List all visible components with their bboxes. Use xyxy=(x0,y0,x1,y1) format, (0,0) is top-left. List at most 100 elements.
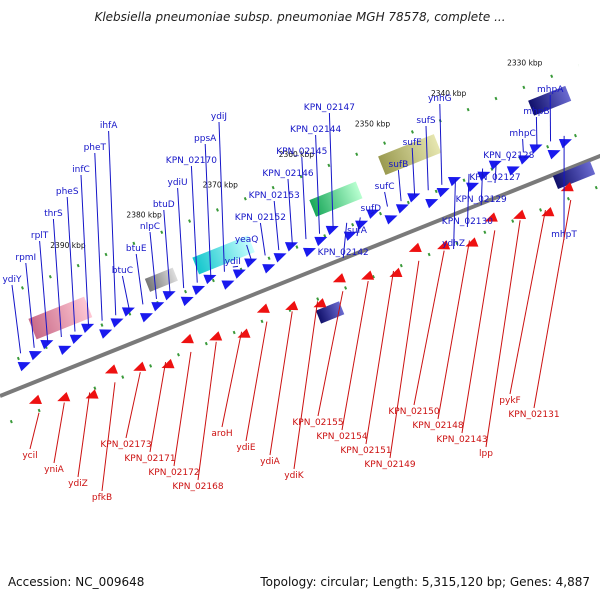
forward-gene-label[interactable]: ydhZ xyxy=(442,239,465,249)
forward-gene-arrow[interactable] xyxy=(477,167,492,181)
forward-gene-label[interactable]: rplT xyxy=(31,231,49,241)
forward-gene-arrow[interactable] xyxy=(302,243,318,258)
forward-gene-arrow[interactable] xyxy=(466,178,481,192)
forward-gene-arrow[interactable] xyxy=(343,227,359,241)
forward-gene-label[interactable]: KPN_02153 xyxy=(249,191,300,201)
reverse-gene-label[interactable]: yniA xyxy=(44,465,65,475)
reverse-gene-arrow[interactable] xyxy=(236,328,251,343)
reverse-gene-arrow[interactable] xyxy=(511,209,527,224)
forward-gene-arrow[interactable] xyxy=(314,232,329,247)
reverse-gene-arrow[interactable] xyxy=(131,361,147,376)
forward-gene-label[interactable]: infC xyxy=(72,165,90,175)
reverse-gene-arrow[interactable] xyxy=(464,237,479,251)
reverse-gene-label[interactable]: KPN_02172 xyxy=(148,468,199,478)
reverse-gene-label[interactable]: KPN_02150 xyxy=(388,407,439,417)
forward-gene-arrow[interactable] xyxy=(162,287,178,301)
reverse-gene-arrow[interactable] xyxy=(207,331,223,345)
reverse-gene-arrow[interactable] xyxy=(255,303,270,318)
forward-gene-label[interactable]: sufE xyxy=(403,138,423,148)
reverse-gene-arrow[interactable] xyxy=(179,333,194,348)
forward-gene-label[interactable]: pheS xyxy=(56,187,79,197)
reverse-gene-label[interactable]: KPN_02151 xyxy=(340,446,391,456)
forward-gene-label[interactable]: KPN_02152 xyxy=(235,213,286,223)
reverse-gene-arrow[interactable] xyxy=(55,391,71,406)
forward-gene-label[interactable]: KPN_02130 xyxy=(442,217,493,227)
forward-gene-arrow[interactable] xyxy=(121,303,137,317)
forward-gene-arrow[interactable] xyxy=(436,184,452,198)
forward-gene-arrow[interactable] xyxy=(40,336,55,350)
forward-gene-arrow[interactable] xyxy=(325,221,341,236)
forward-gene-label[interactable]: ydiJ xyxy=(211,112,227,122)
forward-gene-label[interactable]: pheT xyxy=(84,143,107,153)
forward-gene-label[interactable]: btuD xyxy=(153,200,175,210)
reverse-gene-arrow[interactable] xyxy=(27,394,42,409)
forward-gene-arrow[interactable] xyxy=(506,162,522,176)
forward-gene-arrow[interactable] xyxy=(203,270,218,285)
reverse-gene-label[interactable]: ydiA xyxy=(260,457,281,467)
forward-gene-arrow[interactable] xyxy=(232,265,248,279)
reverse-gene-label[interactable]: KPN_02155 xyxy=(292,418,343,428)
forward-gene-arrow[interactable] xyxy=(395,200,411,214)
reverse-gene-label[interactable]: KPN_02173 xyxy=(100,440,151,450)
forward-gene-label[interactable]: mhpA xyxy=(537,85,564,95)
reverse-gene-arrow[interactable] xyxy=(331,273,346,287)
forward-gene-arrow[interactable] xyxy=(99,325,114,339)
reverse-gene-label[interactable]: KPN_02149 xyxy=(364,460,415,470)
reverse-gene-arrow[interactable] xyxy=(160,358,175,373)
forward-gene-arrow[interactable] xyxy=(547,146,563,160)
forward-gene-label[interactable]: mhpB xyxy=(523,107,549,117)
forward-gene-arrow[interactable] xyxy=(151,298,166,312)
reverse-gene-arrow[interactable] xyxy=(84,389,99,403)
forward-gene-arrow[interactable] xyxy=(488,156,504,170)
reverse-gene-arrow[interactable] xyxy=(388,267,403,282)
forward-gene-label[interactable]: ydiY xyxy=(2,275,22,285)
reverse-gene-label[interactable]: aroH xyxy=(211,429,232,439)
forward-gene-label[interactable]: sufD xyxy=(361,204,382,214)
reverse-gene-label[interactable]: pfkB xyxy=(92,493,112,503)
forward-gene-label[interactable]: rpmI xyxy=(15,253,36,263)
forward-gene-label[interactable]: ynhG xyxy=(428,94,452,104)
forward-gene-label[interactable]: KPN_02146 xyxy=(262,169,313,179)
forward-gene-arrow[interactable] xyxy=(110,314,126,328)
forward-gene-label[interactable]: ydiU xyxy=(168,178,188,188)
forward-gene-label[interactable]: sufS xyxy=(416,116,436,126)
reverse-gene-arrow[interactable] xyxy=(359,270,375,284)
forward-gene-label[interactable]: yeaQ xyxy=(235,235,258,245)
forward-gene-label[interactable]: ydiI xyxy=(225,257,241,267)
reverse-gene-arrow[interactable] xyxy=(435,240,451,254)
forward-gene-arrow[interactable] xyxy=(518,151,533,165)
reverse-gene-label[interactable]: KPN_02148 xyxy=(412,421,463,431)
forward-gene-label[interactable]: KPN_02142 xyxy=(318,248,369,258)
forward-gene-arrow[interactable] xyxy=(558,135,574,149)
forward-gene-arrow[interactable] xyxy=(58,341,73,355)
forward-gene-label[interactable]: KPN_02144 xyxy=(290,125,341,135)
forward-gene-arrow[interactable] xyxy=(273,249,289,263)
reverse-gene-label[interactable]: ydiK xyxy=(284,471,305,481)
forward-gene-label[interactable]: btuC xyxy=(112,266,133,276)
forward-gene-label[interactable]: KPN_02129 xyxy=(456,195,507,205)
reverse-gene-label[interactable]: ydiZ xyxy=(68,479,88,489)
forward-gene-label[interactable]: KPN_02147 xyxy=(304,103,355,113)
forward-gene-arrow[interactable] xyxy=(81,319,96,333)
forward-gene-label[interactable]: sufC xyxy=(375,182,395,192)
forward-gene-label[interactable]: ppsA xyxy=(194,134,217,144)
reverse-gene-arrow[interactable] xyxy=(283,300,299,315)
reverse-gene-label[interactable]: KPN_02168 xyxy=(172,482,223,492)
forward-gene-arrow[interactable] xyxy=(180,292,196,307)
forward-gene-arrow[interactable] xyxy=(262,260,277,274)
reverse-gene-arrow[interactable] xyxy=(103,364,118,378)
forward-gene-arrow[interactable] xyxy=(29,347,44,361)
forward-gene-arrow[interactable] xyxy=(17,358,33,372)
forward-gene-arrow[interactable] xyxy=(221,276,236,290)
forward-gene-label[interactable]: nlpC xyxy=(140,222,160,232)
reverse-gene-label[interactable]: KPN_02154 xyxy=(316,432,367,442)
forward-gene-label[interactable]: sufB xyxy=(389,160,409,170)
reverse-gene-label[interactable]: lpp xyxy=(479,449,493,459)
reverse-gene-arrow[interactable] xyxy=(483,212,498,226)
forward-gene-label[interactable]: btuE xyxy=(126,244,147,254)
forward-gene-arrow[interactable] xyxy=(366,205,381,219)
forward-gene-arrow[interactable] xyxy=(447,172,463,187)
forward-gene-label[interactable]: KPN_02127 xyxy=(469,173,520,183)
reverse-gene-label[interactable]: KPN_02171 xyxy=(124,454,175,464)
